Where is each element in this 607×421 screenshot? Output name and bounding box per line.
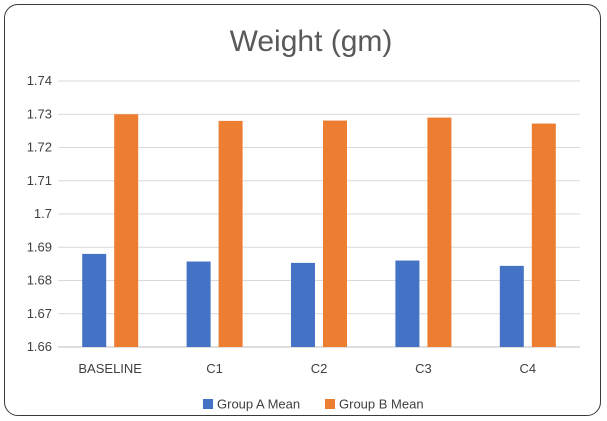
bar-group-b-baseline (114, 114, 139, 347)
bar-group-a-c2 (291, 262, 315, 347)
y-tick-label: 1.69 (27, 239, 52, 254)
chart-title: Weight (gm) (230, 25, 393, 58)
y-tick-label: 1.7 (34, 206, 52, 221)
bar-group-a-c3 (395, 260, 420, 347)
x-tick-label: C2 (311, 361, 328, 376)
y-axis-ticks: 1.66 1.67 1.68 1.69 1.7 1.71 1.72 1.73 1.74 (27, 73, 52, 354)
legend-swatch-group-a (203, 399, 213, 409)
legend-label-group-b: Group B Mean (339, 397, 424, 412)
bar-group-a-baseline (82, 253, 107, 347)
gridlines (58, 80, 580, 348)
x-axis-ticks: BASELINE C1 C2 C3 C4 (78, 361, 536, 376)
bars (82, 114, 556, 348)
y-tick-label: 1.68 (27, 273, 52, 288)
bar-group-b-c4 (531, 123, 556, 347)
y-tick-label: 1.74 (27, 73, 52, 88)
y-tick-label: 1.71 (27, 173, 52, 188)
x-tick-label: C3 (415, 361, 432, 376)
legend-swatch-group-b (325, 399, 335, 409)
y-tick-label: 1.72 (27, 140, 52, 155)
legend-label-group-a: Group A Mean (217, 397, 300, 412)
x-tick-label: C4 (519, 361, 536, 376)
bar-group-b-c2 (323, 120, 347, 347)
bar-group-b-c3 (427, 117, 452, 347)
bar-group-a-c4 (499, 265, 524, 347)
legend: Group A Mean Group B Mean (203, 397, 424, 412)
bar-group-b-c1 (218, 120, 243, 348)
y-tick-label: 1.73 (27, 106, 52, 121)
x-tick-label: C1 (206, 361, 223, 376)
bar-group-a-c1 (186, 261, 211, 347)
y-tick-label: 1.67 (27, 306, 52, 321)
y-tick-label: 1.66 (27, 339, 52, 354)
x-tick-label: BASELINE (78, 361, 142, 376)
